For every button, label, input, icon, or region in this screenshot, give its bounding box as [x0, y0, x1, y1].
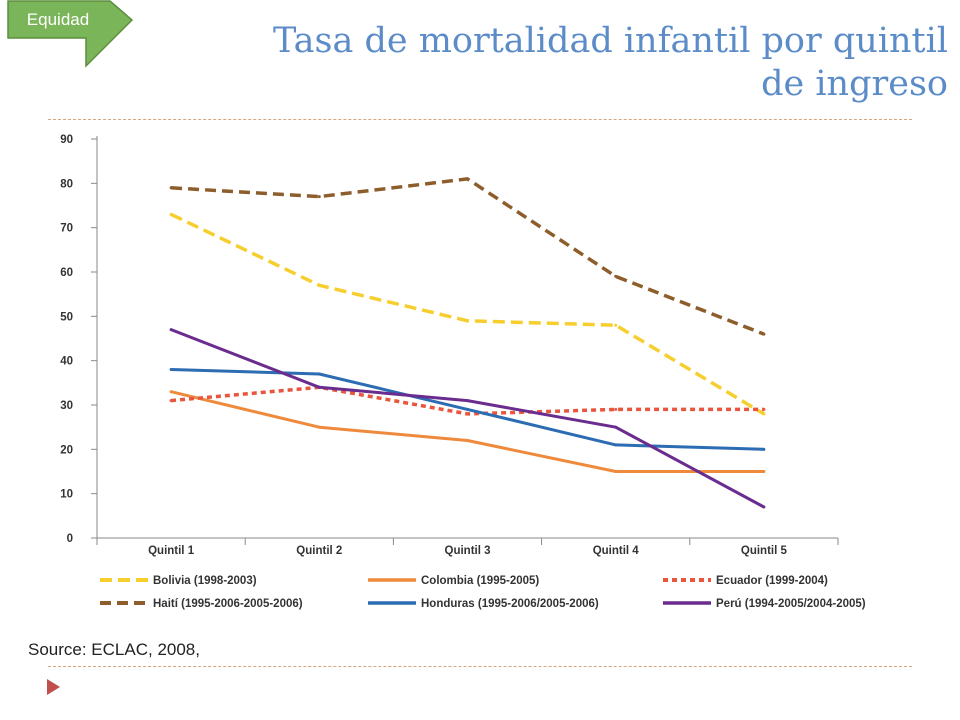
series-bolivia — [169, 212, 766, 416]
y-tick-label: 20 — [60, 444, 73, 456]
x-category-label: Quintil 4 — [593, 545, 640, 557]
data-point-bolivia — [614, 323, 618, 327]
axis-ticks: 0 10 20 30 40 50 60 70 80 90 Quintil 1 Quintil 2 Qui… — [60, 134, 839, 557]
data-point-ecuador — [466, 412, 469, 416]
data-point-haiti — [169, 186, 173, 190]
bullet-triangle-icon — [47, 679, 60, 695]
source-note: Source: ECLAC, 2008, — [28, 640, 200, 659]
equidad-tag-shape — [7, 0, 134, 68]
legend-label-bolivia: Bolivia (1998-2003) — [153, 575, 257, 587]
data-point-peru — [169, 328, 173, 332]
data-point-ecuador — [762, 407, 766, 411]
data-point-colombia — [169, 390, 173, 394]
y-tick-label: 70 — [60, 223, 73, 235]
data-point-bolivia — [317, 283, 321, 287]
data-point-colombia — [614, 470, 618, 473]
y-tick-label: 0 — [67, 533, 73, 545]
legend-item-honduras: Honduras (1995-2006/2005-2006) — [368, 598, 599, 610]
x-category-label: Quintil 1 — [148, 545, 195, 557]
data-point-honduras — [169, 368, 173, 372]
data-point-peru — [762, 505, 766, 509]
series-peru — [169, 328, 766, 509]
data-point-colombia — [762, 470, 766, 473]
legend-item-haiti: Haití (1995-2006-2005-2006) — [100, 598, 303, 610]
data-point-bolivia — [466, 319, 469, 323]
x-category-label: Quintil 5 — [741, 545, 788, 557]
data-point-peru — [317, 385, 321, 389]
legend-item-ecuador: Ecuador (1999-2004) — [663, 575, 828, 587]
legend-label-honduras: Honduras (1995-2006/2005-2006) — [421, 598, 599, 610]
series-haiti — [169, 177, 766, 336]
data-point-colombia — [466, 438, 469, 442]
series-colombia — [169, 390, 766, 473]
top-dashed-separator — [48, 119, 912, 120]
x-category-label: Quintil 2 — [296, 545, 342, 557]
data-point-haiti — [614, 274, 618, 278]
data-point-peru — [614, 425, 618, 429]
legend-label-peru: Perú (1994-2005/2004-2005) — [716, 598, 866, 610]
data-point-honduras — [614, 443, 618, 447]
data-point-haiti — [317, 195, 321, 199]
data-point-honduras — [762, 447, 766, 451]
y-tick-label: 10 — [60, 489, 73, 501]
bullet-triangle-shape — [47, 679, 60, 695]
y-tick-label: 40 — [60, 356, 73, 368]
slide-title-line-1: Tasa de mortalidad infantil por quintil — [273, 21, 948, 61]
data-point-honduras — [317, 372, 321, 376]
data-point-haiti — [762, 332, 766, 336]
chart-legend: Bolivia (1998-2003) Colombia (1995-2005) E… — [100, 575, 866, 610]
legend-label-ecuador: Ecuador (1999-2004) — [716, 575, 828, 587]
data-point-haiti — [466, 177, 469, 181]
legend-label-haiti: Haití (1995-2006-2005-2006) — [153, 598, 303, 610]
line-chart: 0 10 20 30 40 50 60 70 80 90 Quintil 1 Quintil 2 Qui… — [60, 134, 866, 610]
data-point-bolivia — [762, 412, 766, 416]
series-honduras — [169, 368, 766, 451]
y-tick-label: 80 — [60, 178, 73, 190]
equidad-tag-label: Equidad — [26, 10, 90, 29]
series-line-bolivia — [170, 212, 765, 416]
data-point-peru — [466, 399, 469, 403]
data-point-colombia — [317, 425, 321, 429]
legend-item-bolivia: Bolivia (1998-2003) — [100, 575, 257, 587]
plot-series — [169, 177, 766, 509]
y-tick-label: 50 — [60, 311, 73, 323]
data-point-ecuador — [614, 407, 618, 411]
y-tick-label: 90 — [60, 134, 73, 146]
legend-label-colombia: Colombia (1995-2005) — [421, 575, 539, 587]
x-category-label: Quintil 3 — [445, 545, 491, 557]
legend-item-colombia: Colombia (1995-2005) — [368, 575, 539, 587]
y-tick-label: 60 — [60, 267, 73, 279]
bottom-dashed-separator — [48, 666, 912, 667]
data-point-bolivia — [169, 212, 173, 216]
tag-banner-polygon — [7, 0, 134, 68]
slide-title-line-2: de ingreso — [761, 64, 948, 104]
chart-axes — [96, 136, 838, 539]
y-tick-label: 30 — [60, 400, 73, 412]
data-point-honduras — [466, 407, 469, 411]
legend-item-peru: Perú (1994-2005/2004-2005) — [663, 598, 866, 610]
slide-title: Tasa de mortalidad infantil por quintil … — [273, 20, 948, 106]
data-point-ecuador — [169, 399, 173, 403]
series-line-peru — [170, 328, 765, 509]
